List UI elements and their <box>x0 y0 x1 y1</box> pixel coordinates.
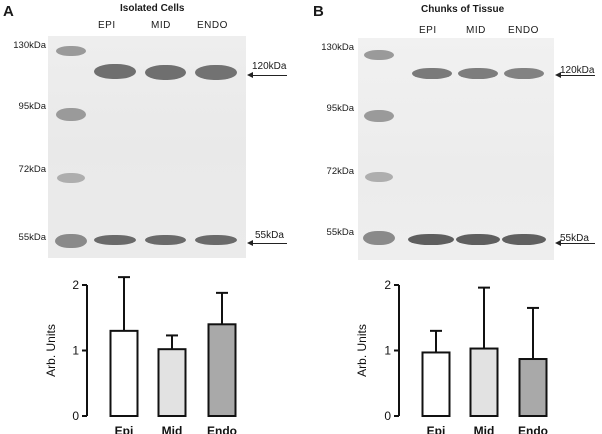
bar-mid <box>469 347 499 417</box>
band-55-mid <box>145 235 186 245</box>
y-tick-label: 2 <box>384 278 391 292</box>
western-blot-b <box>358 38 554 260</box>
panel-a-letter: A <box>3 3 14 20</box>
western-blot-a <box>48 36 246 258</box>
lane-label-mid: MID <box>151 20 171 31</box>
panel-b-letter: B <box>313 3 324 20</box>
y-axis-label: Arb. Units <box>44 324 58 377</box>
y-tick-label: 1 <box>384 344 391 358</box>
marker-label-55: 55kDa <box>18 232 46 243</box>
band-label-120-a: 120kDa <box>252 61 287 72</box>
band-120-mid <box>458 68 498 79</box>
lane-label-endo: ENDO <box>197 20 228 31</box>
x-tick-label-epi: Epi <box>115 424 134 434</box>
band-120-epi <box>94 64 136 79</box>
ladder-band-130 <box>56 46 86 56</box>
band-55-mid <box>456 234 500 245</box>
ladder-band-55 <box>363 231 395 245</box>
band-120-epi <box>412 68 452 79</box>
arrowhead-120-b <box>555 72 561 78</box>
ladder-band-55 <box>55 234 87 248</box>
bar-endo <box>207 323 237 417</box>
arrowhead-55-b <box>555 240 561 246</box>
marker-label-95: 95kDa <box>326 103 354 114</box>
y-tick-label: 1 <box>72 344 79 358</box>
y-axis-label: Arb. Units <box>355 324 369 377</box>
ladder-band-95 <box>56 108 86 121</box>
lane-label-endo: ENDO <box>508 25 539 36</box>
band-55-epi <box>94 235 136 245</box>
band-55-epi <box>408 234 454 245</box>
x-tick-label-mid: Mid <box>474 424 495 434</box>
panel-b-title: Chunks of Tissue <box>421 4 505 15</box>
arrowhead-120-a <box>247 72 253 78</box>
arrow-120-a <box>249 75 287 76</box>
ladder-band-130 <box>364 50 394 60</box>
band-55-endo <box>195 235 237 245</box>
band-120-mid <box>145 65 186 80</box>
arrow-55-a <box>249 243 287 244</box>
lane-label-epi: EPI <box>98 20 116 31</box>
band-120-endo <box>195 65 237 80</box>
band-label-55-b: 55kDa <box>560 233 589 244</box>
bar-mid <box>157 348 187 417</box>
arrowhead-55-a <box>247 240 253 246</box>
bar-epi <box>421 351 451 417</box>
x-tick-label-mid: Mid <box>162 424 183 434</box>
ladder-band-72 <box>365 172 393 182</box>
panel-a-title: Isolated Cells <box>120 3 185 14</box>
ladder-band-72 <box>57 173 85 183</box>
x-tick-label-endo: Endo <box>207 424 237 434</box>
arrow-55-b <box>557 243 595 244</box>
marker-label-55: 55kDa <box>326 227 354 238</box>
band-55-endo <box>502 234 546 245</box>
y-tick-label: 0 <box>72 409 79 423</box>
marker-label-72: 72kDa <box>18 164 46 175</box>
x-tick-label-endo: Endo <box>518 424 548 434</box>
ladder-band-95 <box>364 110 394 122</box>
band-label-55-a: 55kDa <box>255 230 284 241</box>
band-120-endo <box>504 68 544 79</box>
y-tick-label: 2 <box>72 278 79 292</box>
arrow-120-b <box>557 75 595 76</box>
band-label-120-b: 120kDa <box>560 65 595 76</box>
marker-label-72: 72kDa <box>326 166 354 177</box>
bar-chart-a: 0 1 2 Arb. Units Epi Mid Endo <box>44 276 237 434</box>
y-tick-label: 0 <box>384 409 391 423</box>
bar-chart-b: 0 1 2 Arb. Units Epi Mid Endo <box>355 278 548 434</box>
lane-label-mid: MID <box>466 25 486 36</box>
lane-label-epi: EPI <box>419 25 437 36</box>
marker-label-95: 95kDa <box>18 101 46 112</box>
bar-endo <box>518 358 548 417</box>
x-tick-label-epi: Epi <box>427 424 446 434</box>
marker-label-130: 130kDa <box>321 42 354 53</box>
marker-label-130: 130kDa <box>13 40 46 51</box>
bar-epi <box>109 329 139 417</box>
